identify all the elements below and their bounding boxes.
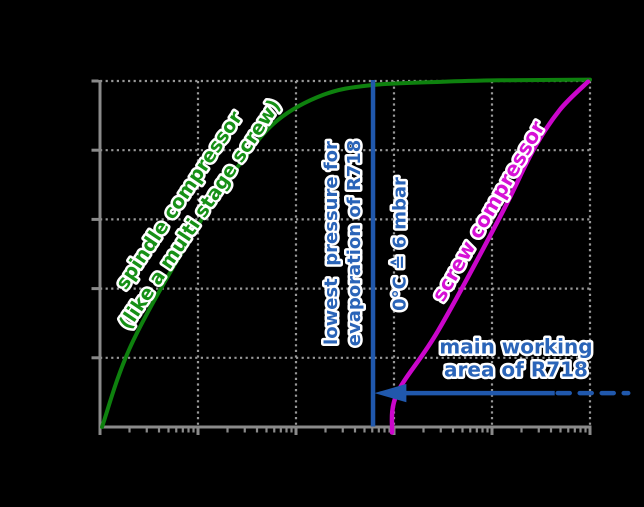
evaporation-pressure-label: lowest pressure for evaporation of R718 (321, 140, 365, 346)
spindle-compressor-label: spindle compressor(like a multi stage sc… (94, 81, 285, 333)
screw-compressor-label: screw compressor (427, 117, 550, 306)
spindle-compressor-curve (100, 77, 592, 429)
temperature-pressure-label: 0°C ≙ 6 mbar (389, 177, 410, 311)
working-area-label: main working area of R718 (439, 335, 592, 382)
working-area-arrowhead (374, 383, 407, 403)
